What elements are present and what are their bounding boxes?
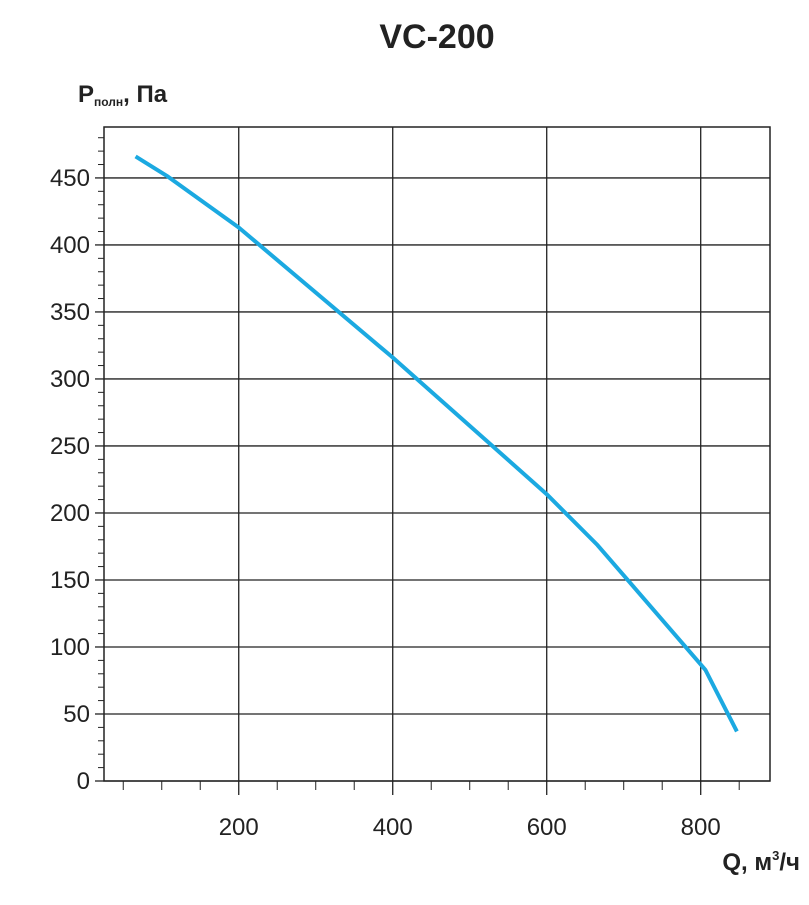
y-tick-label: 200 xyxy=(50,500,90,527)
y-label-sub: полн xyxy=(94,95,123,109)
chart-title: VC-200 xyxy=(379,18,494,56)
x-tick-label: 400 xyxy=(373,814,413,841)
y-label-main: P xyxy=(78,81,94,108)
y-tick-label: 150 xyxy=(50,567,90,594)
series-line xyxy=(134,154,739,733)
y-tick-label: 0 xyxy=(77,768,90,795)
x-label-sup: 3 xyxy=(772,848,779,863)
y-tick-label: 450 xyxy=(50,165,90,192)
y-tick-label: 50 xyxy=(63,701,90,728)
x-label-rest: /ч xyxy=(779,849,800,876)
y-tick-label: 350 xyxy=(50,299,90,326)
y-tick-label: 400 xyxy=(50,232,90,259)
y-axis-label: Pполн, Па xyxy=(78,81,168,109)
y-tick-label: 250 xyxy=(50,433,90,460)
x-tick-label: 800 xyxy=(681,814,721,841)
x-axis-label: Q, м3/ч xyxy=(722,848,800,876)
x-tick-label: 600 xyxy=(527,814,567,841)
x-label-main: Q, м xyxy=(722,849,772,876)
x-tick-label: 200 xyxy=(219,814,259,841)
y-tick-label: 100 xyxy=(50,634,90,661)
plot-frame xyxy=(103,126,771,782)
y-label-rest: , Па xyxy=(123,81,168,108)
y-tick-label: 300 xyxy=(50,366,90,393)
